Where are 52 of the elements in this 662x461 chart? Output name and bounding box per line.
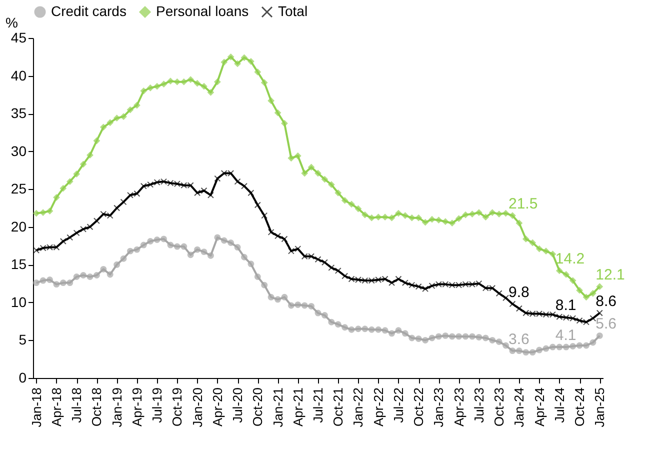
x-tick-label: Jul-24	[552, 388, 567, 423]
x-tick-label: Jan-18	[28, 388, 44, 428]
x-tick-label: Apr-24	[532, 388, 547, 427]
x-tick-label: Jul-20	[230, 388, 246, 423]
y-axis-title: %	[6, 14, 18, 30]
x-tick-label: Apr-20	[210, 388, 225, 427]
x-tick-label: Jul-22	[390, 388, 406, 423]
y-tick-label: 35	[10, 105, 27, 122]
y-tick-label: 15	[10, 256, 27, 272]
x-tick-label: Oct-24	[572, 388, 588, 427]
x-tick-label: Jan-22	[350, 388, 366, 428]
x-tick-label: Apr-21	[290, 388, 306, 427]
x-tick-label: Jul-18	[69, 388, 84, 423]
x-tick-label: Apr-19	[129, 388, 144, 427]
x-tick-label: Apr-23	[451, 388, 466, 427]
x-tick-label: Oct-18	[89, 388, 104, 427]
x-tick-label: Jan-19	[109, 388, 124, 428]
data-label: 12.1	[596, 266, 625, 284]
x-tick-label: Oct-23	[492, 388, 507, 427]
x-tick-label: Oct-19	[170, 388, 185, 427]
y-tick-label: 5	[18, 332, 27, 348]
y-tick-label: 0	[18, 370, 27, 386]
x-tick-label: Oct-20	[250, 388, 266, 427]
x-tick-label: Jul-19	[150, 388, 165, 423]
data-label: 3.6	[508, 330, 530, 348]
data-label: 5.6	[596, 316, 617, 333]
legend-label: Total	[278, 3, 308, 19]
x-tick-label: Jul-21	[310, 388, 326, 423]
data-label: 4.1	[555, 327, 576, 344]
data-label: 8.1	[555, 296, 576, 314]
x-tick-label: Jan-21	[270, 388, 286, 428]
data-label: 14.2	[555, 250, 585, 268]
y-tick-label: 45	[10, 30, 27, 46]
x-tick-label: Oct-22	[411, 388, 426, 427]
y-tick-label: 20	[10, 218, 27, 234]
data-label: 21.5	[508, 196, 538, 213]
x-tick-label: Jan-20	[190, 388, 205, 428]
x-tick-label: Jul-23	[471, 388, 486, 423]
legend-label: Credit cards	[51, 3, 126, 19]
data-label: 9.8	[508, 284, 530, 301]
x-tick-label: Apr-22	[370, 388, 386, 427]
x-tick-label: Jan-23	[431, 388, 446, 428]
legend-label: Personal loans	[156, 3, 249, 19]
x-tick-label: Oct-21	[330, 388, 346, 427]
x-tick-label: Apr-18	[48, 388, 64, 427]
y-tick-label: 10	[10, 294, 27, 310]
y-tick-label: 40	[10, 67, 27, 84]
x-tick-label: Jan-24	[512, 388, 527, 428]
y-tick-label: 30	[10, 142, 27, 159]
x-tick-label: Jan-25	[592, 388, 608, 428]
data-label: 8.6	[596, 293, 617, 310]
y-tick-label: 25	[10, 180, 27, 197]
